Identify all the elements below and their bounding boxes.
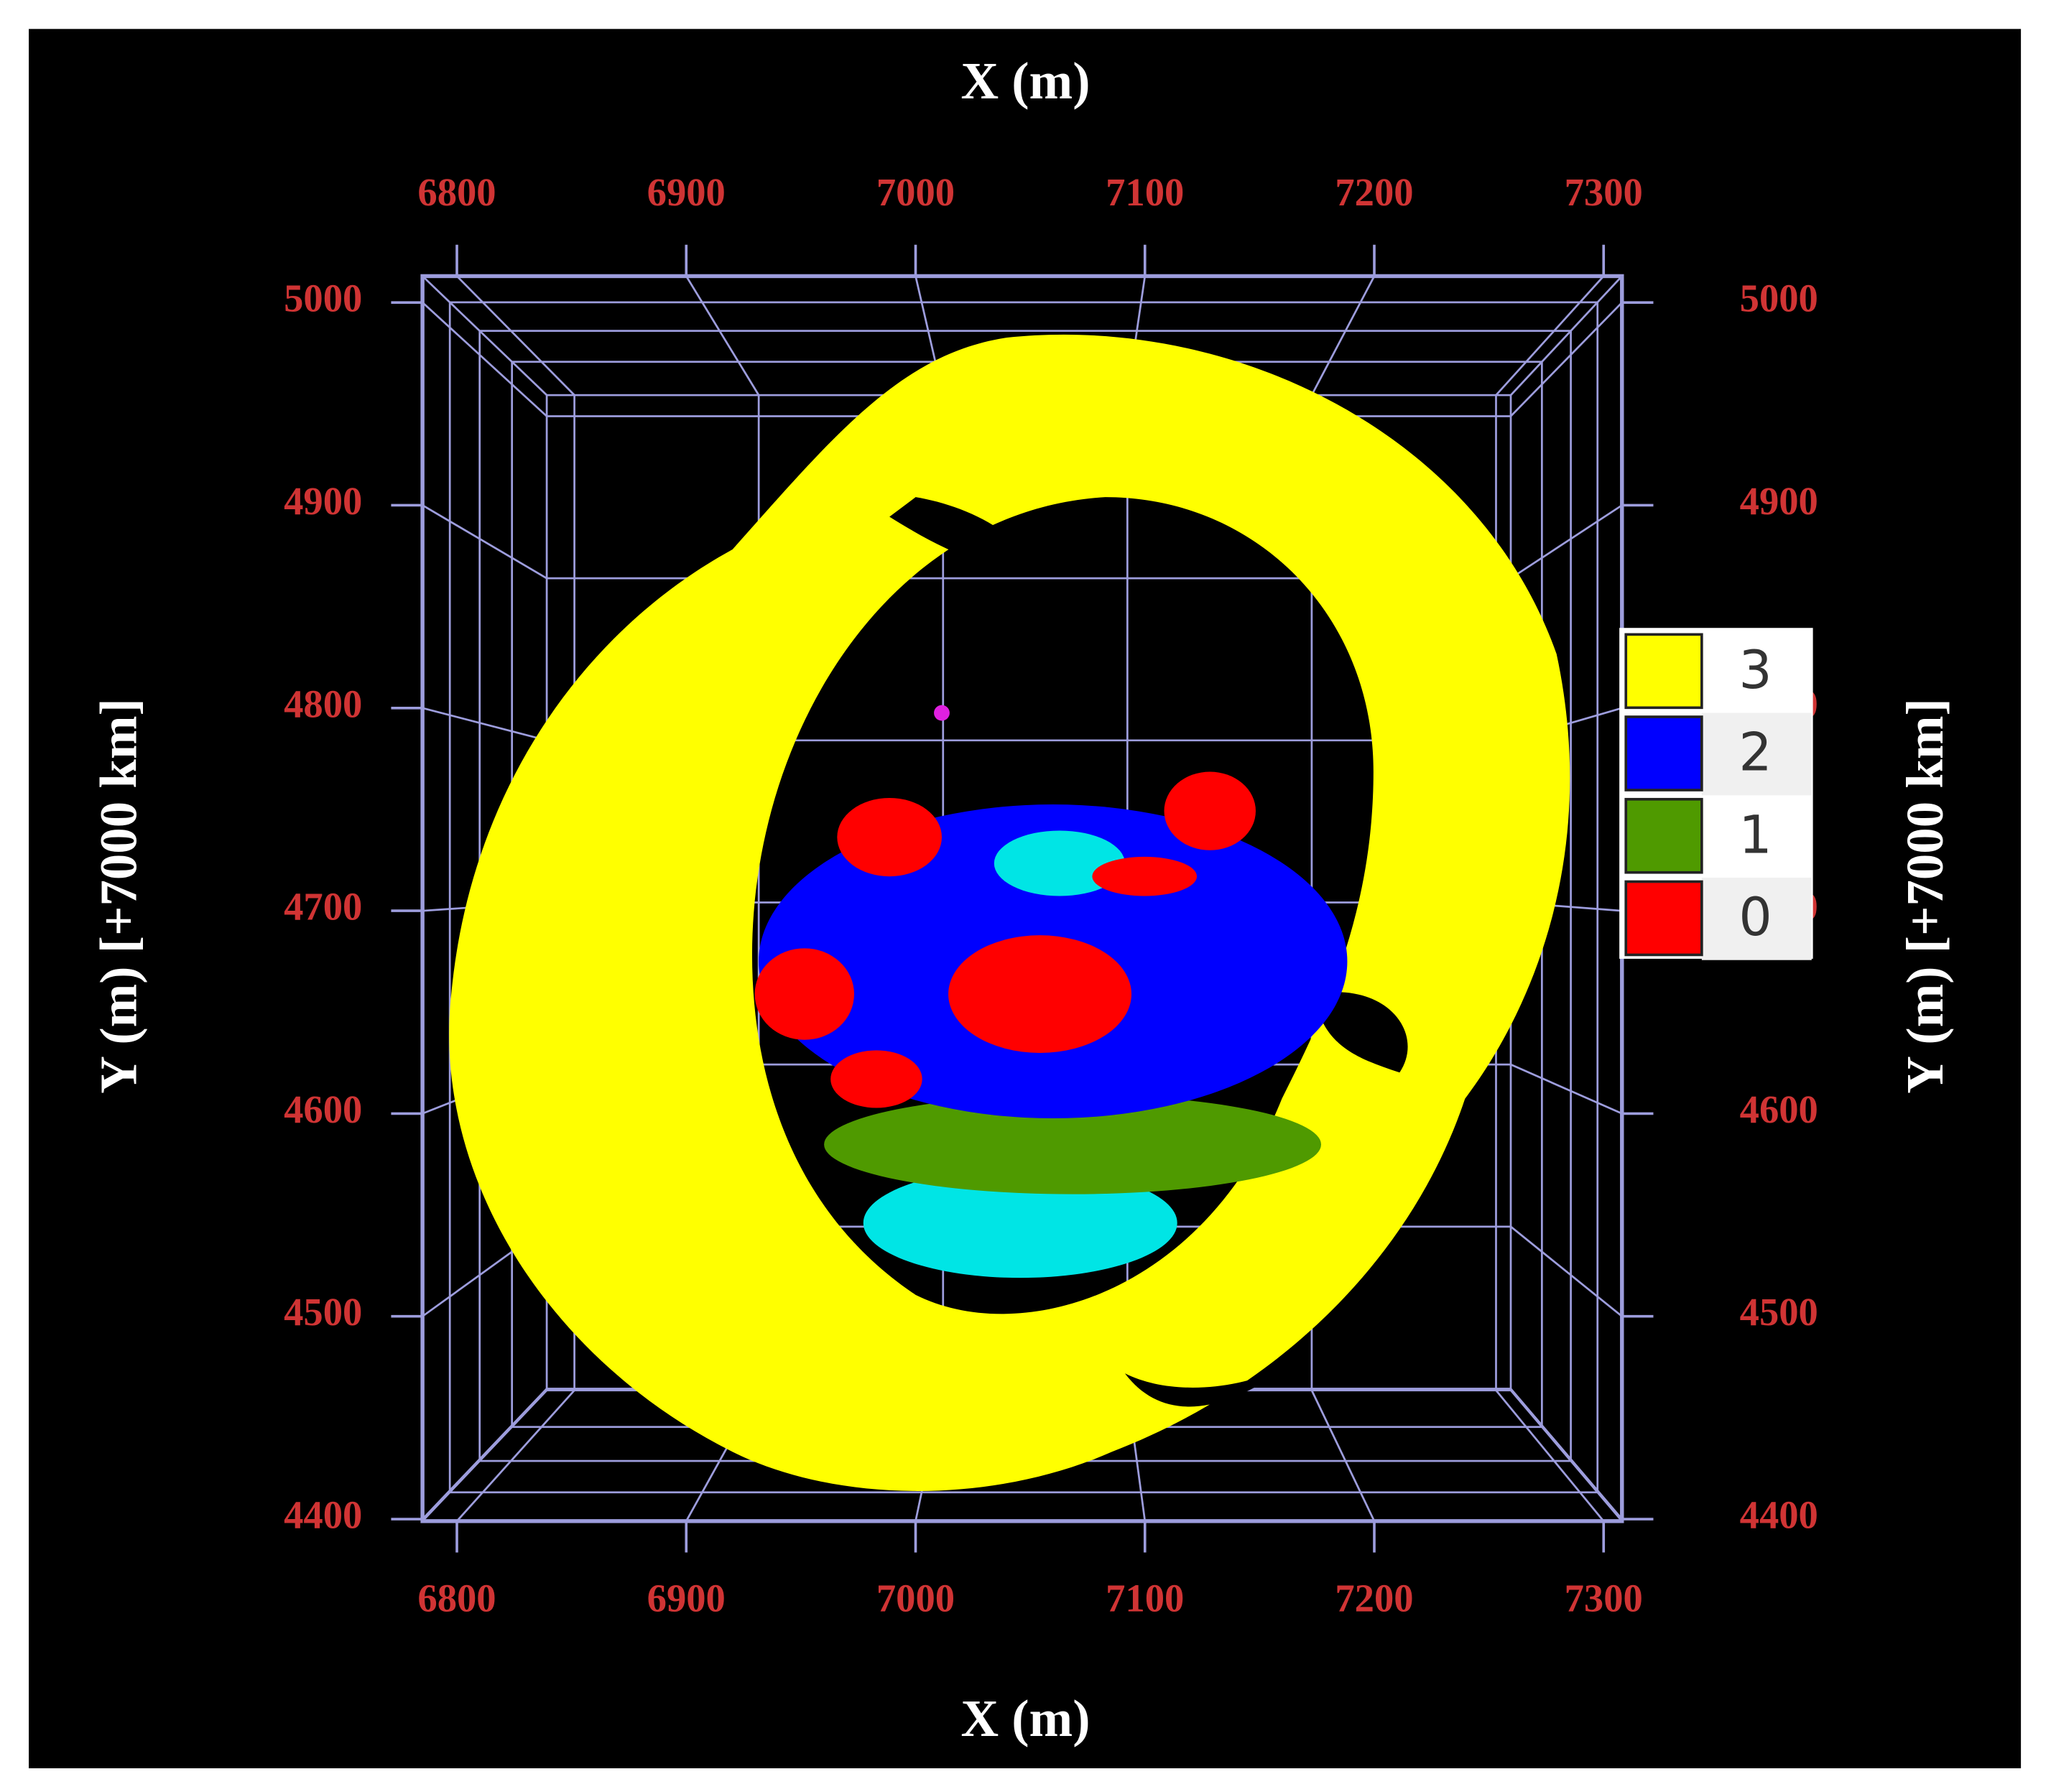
x-tick-label: 7300 [1565, 1576, 1643, 1620]
voxel-region [948, 935, 1131, 1053]
corner-edge [422, 1389, 548, 1522]
y-tick-label: 4600 [1740, 1087, 1818, 1131]
voxel-region [837, 797, 942, 877]
voxel-region [824, 1095, 1321, 1194]
y-tick-label: 4400 [284, 1493, 362, 1537]
voxel-region [830, 1050, 922, 1108]
x-tick-label: 7300 [1565, 170, 1643, 214]
grid-line [422, 504, 547, 580]
legend-label: 2 [1739, 723, 1772, 784]
voxel-region [449, 334, 1570, 1491]
x-tick-label: 6900 [647, 1576, 726, 1620]
grid-line [422, 1388, 548, 1520]
y-tick-label: 4600 [284, 1087, 362, 1131]
x-tick-label: 7100 [1106, 1576, 1184, 1620]
x-tick-label: 7200 [1335, 1576, 1413, 1620]
grid-line [1310, 275, 1376, 396]
grid-line [1495, 1389, 1605, 1522]
grid-line [1510, 1225, 1623, 1317]
voxel-cloud [449, 334, 1570, 1491]
legend-label: 0 [1739, 887, 1772, 948]
legend: 3 2 1 0 [1619, 628, 1813, 960]
grid-line [1310, 1390, 1376, 1522]
legend-row [1701, 878, 1812, 960]
grid-line [685, 275, 760, 396]
y-axis-title: Y (m) [+7000 km] [90, 698, 148, 1094]
legend-swatch [1624, 715, 1703, 791]
grid-line [1510, 302, 1623, 417]
corner-edge [1509, 1389, 1623, 1522]
axes: 6800 6800 6900 6900 7000 7000 7100 7100 7200 7200… [284, 170, 1818, 1620]
y-tick-label: 4500 [284, 1290, 362, 1334]
x-tick-label: 7000 [876, 170, 955, 214]
grid-line [1495, 275, 1605, 396]
legend-label: 3 [1739, 640, 1772, 701]
voxel-region [934, 705, 950, 721]
y-tick-label: 4400 [1740, 1493, 1818, 1537]
x-tick-label: 7000 [876, 1576, 955, 1620]
voxel-region [754, 948, 854, 1040]
y-tick-label: 4700 [284, 885, 362, 929]
x-tick-label: 6800 [417, 170, 496, 214]
y-axis-title: Y (m) [+7000 km] [1896, 698, 1954, 1094]
x-tick-label: 6800 [417, 1576, 496, 1620]
grid-line [456, 275, 575, 396]
voxel-region [1092, 856, 1198, 896]
y-tick-label: 4900 [1740, 479, 1818, 523]
x-tick-label: 7100 [1106, 170, 1184, 214]
legend-swatch [1624, 797, 1703, 874]
grid-line [1510, 504, 1623, 580]
x-axis-title: X (m) [961, 1689, 1091, 1747]
x-axis-title: X (m) [961, 52, 1091, 110]
legend-label: 1 [1739, 804, 1772, 865]
x-tick-label: 6900 [647, 170, 726, 214]
y-tick-label: 4500 [1740, 1290, 1818, 1334]
x-tick-label: 7200 [1335, 170, 1413, 214]
depth-frame [448, 301, 1599, 1494]
voxel-region [863, 1168, 1177, 1278]
legend-swatch [1624, 633, 1703, 710]
legend-swatch [1624, 880, 1703, 957]
grid-line [422, 302, 548, 417]
y-tick-label: 5000 [1740, 277, 1818, 320]
grid-line [1509, 1388, 1623, 1520]
corner-edge [1510, 275, 1623, 396]
y-tick-label: 5000 [284, 277, 362, 320]
voxel-region [1164, 771, 1256, 850]
legend-row [1701, 712, 1812, 796]
y-tick-label: 4800 [284, 682, 362, 725]
corner-edge [422, 275, 548, 396]
grid-line [455, 1389, 575, 1522]
y-tick-label: 4900 [284, 479, 362, 523]
grid-line [1510, 1063, 1623, 1115]
grid-line [422, 707, 547, 742]
voxel-region [994, 830, 1125, 896]
